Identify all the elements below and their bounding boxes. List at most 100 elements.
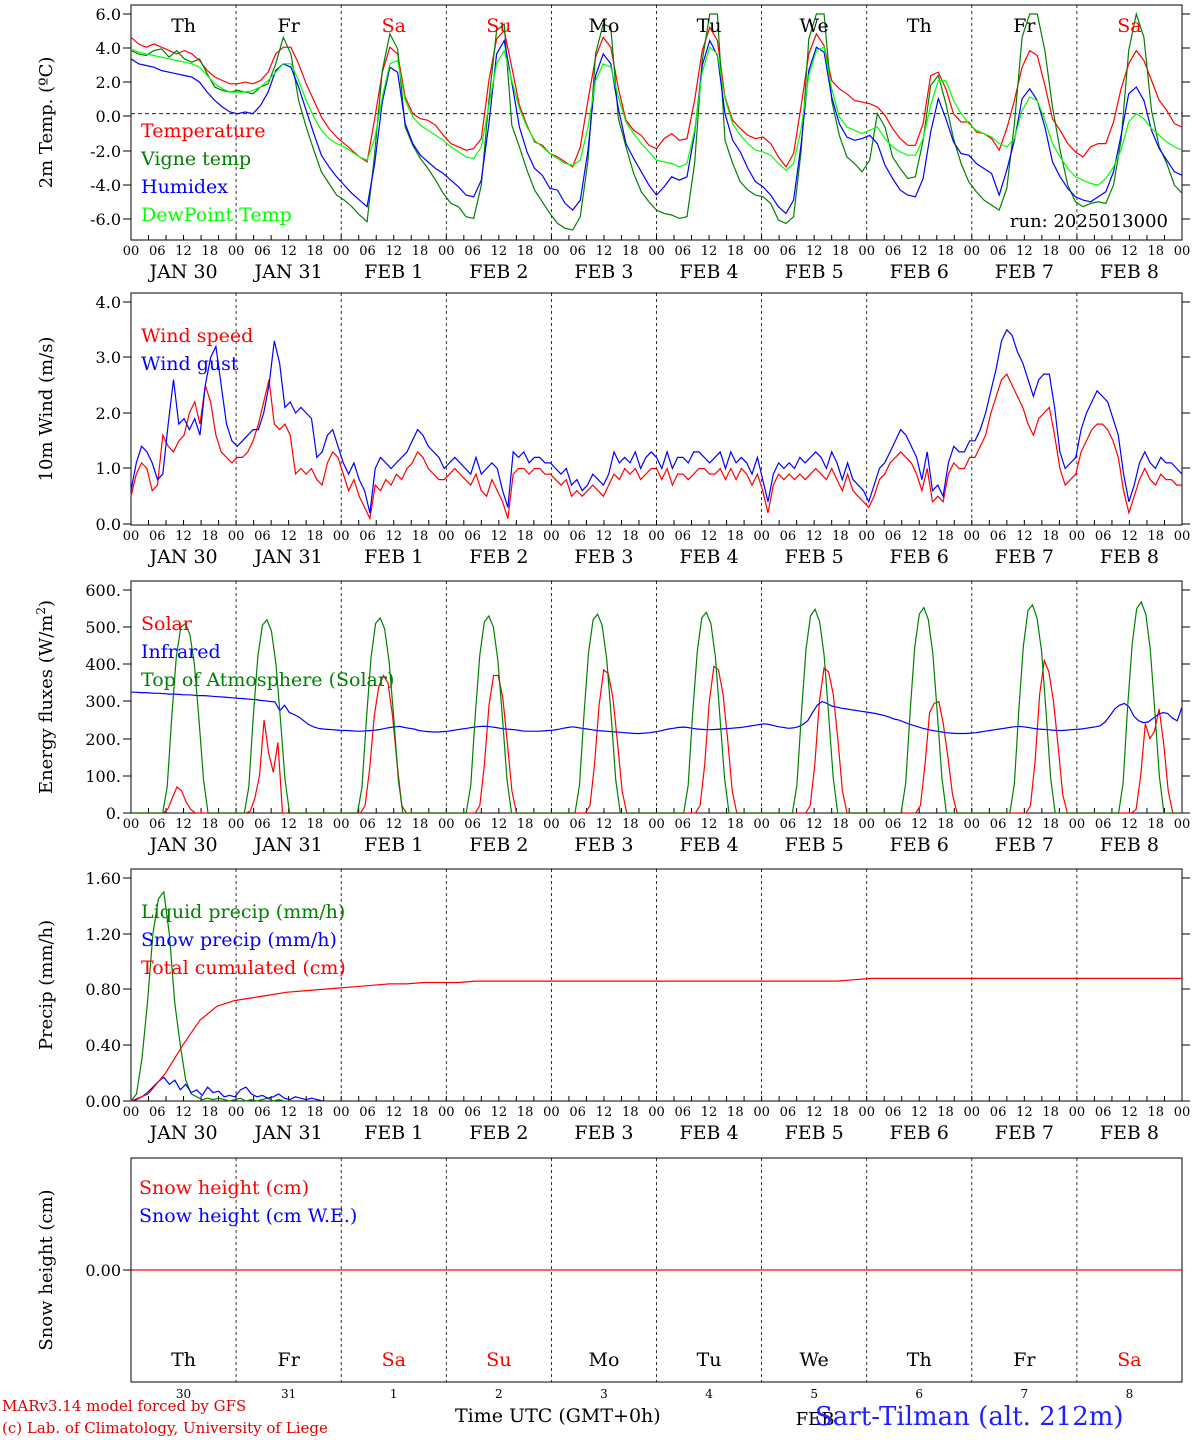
- hour-tick-label: 06: [149, 1105, 166, 1120]
- legend-entry: Liquid precip (mm/h): [141, 901, 345, 923]
- weekday-label-top: Th: [907, 15, 932, 37]
- hour-tick-label: 18: [307, 244, 324, 259]
- hour-tick-label: 00: [648, 244, 665, 259]
- series-line-1: [130, 1076, 323, 1102]
- hour-tick-label: 18: [1042, 529, 1059, 544]
- date-label: FEB 3: [574, 546, 633, 568]
- hour-tick-label: 12: [175, 817, 192, 832]
- hour-tick-label: 06: [885, 1105, 902, 1120]
- hour-tick-label: 18: [1147, 244, 1164, 259]
- series-line-2: [131, 600, 1182, 814]
- y-tick-label: -6.0: [90, 210, 121, 229]
- date-label: FEB 3: [574, 1122, 633, 1144]
- hour-tick-label: 06: [780, 817, 797, 832]
- hour-tick-label: 12: [280, 244, 297, 259]
- date-label: FEB 6: [890, 1122, 949, 1144]
- hour-tick-label: 00: [228, 529, 245, 544]
- hour-tick-label: 06: [149, 244, 166, 259]
- day-number-label: 30: [176, 1387, 191, 1401]
- hour-tick-label: 06: [464, 244, 481, 259]
- model-credit: MARv3.14 model forced by GFS: [2, 1397, 247, 1415]
- hour-tick-label: 06: [464, 529, 481, 544]
- x-axis-title: Time UTC (GMT+0h): [455, 1405, 661, 1427]
- hour-tick-label: 06: [1095, 817, 1112, 832]
- day-number-label: 1: [390, 1387, 398, 1401]
- date-label: FEB 6: [890, 546, 949, 568]
- hour-tick-label: 18: [412, 529, 429, 544]
- hour-tick-label: 18: [937, 529, 954, 544]
- hour-tick-label: 00: [964, 529, 981, 544]
- hour-tick-label: 00: [123, 244, 140, 259]
- day-number-label: 31: [281, 1387, 296, 1401]
- day-number-label: 4: [705, 1387, 713, 1401]
- hour-tick-label: 06: [149, 817, 166, 832]
- y-tick-label: 2.0: [96, 73, 121, 92]
- date-label: FEB 3: [574, 261, 633, 283]
- hour-tick-label: 00: [858, 1105, 875, 1120]
- hour-tick-label: 12: [806, 1105, 823, 1120]
- hour-tick-label: 12: [596, 1105, 613, 1120]
- series-line-0: [130, 890, 290, 1102]
- hour-tick-label: 12: [175, 244, 192, 259]
- weekday-label-top: Mo: [588, 15, 619, 37]
- weekday-label-bottom: Th: [907, 1349, 932, 1371]
- hour-tick-label: 12: [385, 817, 402, 832]
- legend-entry: DewPoint Temp: [141, 204, 292, 226]
- hour-tick-label: 06: [359, 817, 376, 832]
- date-label: FEB 4: [679, 261, 738, 283]
- y-tick-label: 0.00: [85, 1261, 121, 1280]
- hour-tick-label: 18: [202, 244, 219, 259]
- hour-tick-label: 00: [1174, 244, 1191, 259]
- y-tick-label: 600.: [85, 581, 121, 600]
- hour-tick-label: 18: [412, 1105, 429, 1120]
- hour-tick-label: 06: [675, 817, 692, 832]
- hour-tick-label: 00: [438, 244, 455, 259]
- day-number-label: 5: [810, 1387, 818, 1401]
- hour-tick-label: 12: [175, 529, 192, 544]
- date-label: FEB 8: [1100, 261, 1159, 283]
- hour-tick-label: 00: [438, 529, 455, 544]
- weekday-label-bottom: Su: [486, 1349, 511, 1371]
- hour-tick-label: 12: [491, 1105, 508, 1120]
- hour-tick-label: 12: [806, 244, 823, 259]
- hour-tick-label: 18: [307, 817, 324, 832]
- hour-tick-label: 00: [438, 1105, 455, 1120]
- hour-tick-label: 18: [412, 244, 429, 259]
- hour-tick-label: 06: [780, 529, 797, 544]
- y-tick-label: 3.0: [96, 348, 121, 367]
- hour-tick-label: 06: [675, 529, 692, 544]
- hour-tick-label: 18: [832, 529, 849, 544]
- hour-tick-label: 18: [832, 1105, 849, 1120]
- hour-tick-label: 18: [727, 529, 744, 544]
- legend-entry: Vigne temp: [140, 148, 251, 170]
- legend-entry: Total cumulated (cm): [141, 957, 346, 979]
- hour-tick-label: 00: [123, 1105, 140, 1120]
- weekday-label-top: Su: [486, 15, 511, 37]
- weekday-label-top: Sa: [1117, 15, 1141, 37]
- hour-tick-label: 00: [543, 817, 560, 832]
- date-label: JAN 31: [253, 1122, 323, 1144]
- hour-tick-label: 18: [832, 244, 849, 259]
- hour-tick-label: 12: [175, 1105, 192, 1120]
- date-label: FEB 3: [574, 834, 633, 856]
- hour-tick-label: 06: [780, 1105, 797, 1120]
- hour-tick-label: 00: [543, 244, 560, 259]
- hour-tick-label: 00: [1069, 529, 1086, 544]
- hour-tick-label: 00: [543, 529, 560, 544]
- hour-tick-label: 18: [1042, 1105, 1059, 1120]
- hour-tick-label: 18: [1147, 1105, 1164, 1120]
- date-label: FEB 2: [469, 546, 528, 568]
- y-tick-label: 0.80: [85, 980, 121, 999]
- weekday-label-top: Sa: [382, 15, 406, 37]
- hour-tick-label: 18: [622, 244, 639, 259]
- hour-tick-label: 06: [464, 817, 481, 832]
- y-tick-label: 0.00: [85, 1092, 121, 1111]
- y-tick-label: 4.0: [96, 293, 121, 312]
- hour-tick-label: 06: [990, 1105, 1007, 1120]
- hour-tick-label: 18: [727, 244, 744, 259]
- weekday-label-bottom: Fr: [1013, 1349, 1036, 1371]
- hour-tick-label: 00: [123, 817, 140, 832]
- hour-tick-label: 18: [937, 244, 954, 259]
- date-label: JAN 31: [253, 261, 323, 283]
- hour-tick-label: 12: [911, 1105, 928, 1120]
